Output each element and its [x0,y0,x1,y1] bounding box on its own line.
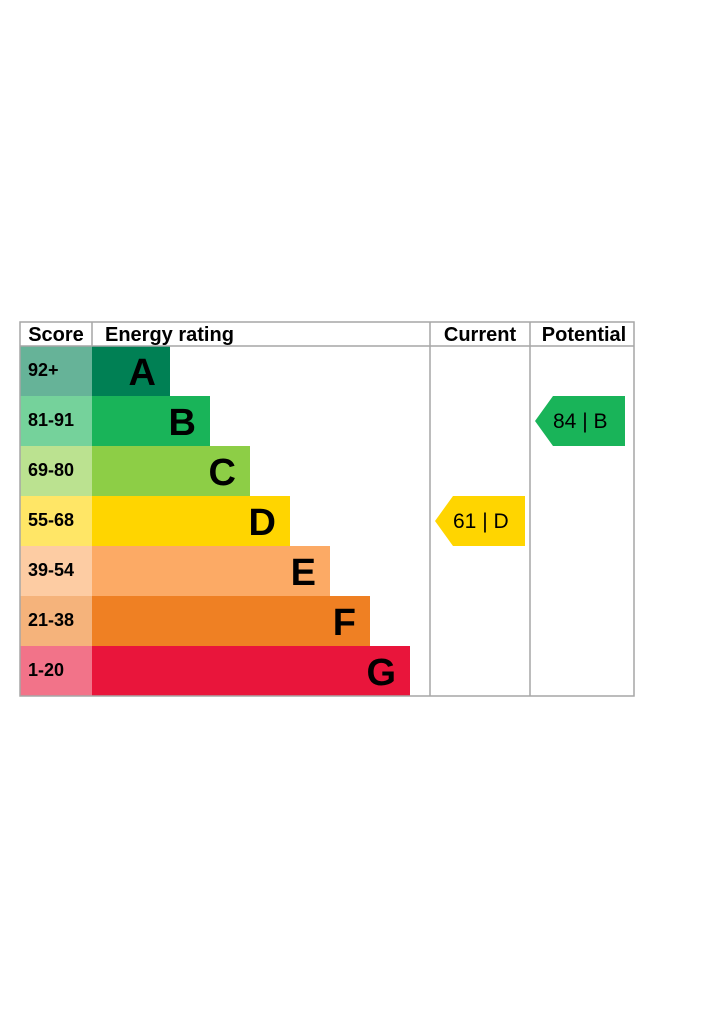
score-cell-c [20,446,92,496]
current-rating-arrow [435,496,525,546]
band-letter-g: G [366,652,396,694]
score-label-g: 1-20 [28,660,64,680]
band-letter-f: F [333,602,356,644]
score-cell-a [20,346,92,396]
current-header: Current [444,324,517,346]
potential-rating-value: 84 | B [553,410,608,433]
band-bar-b [92,396,210,446]
current-rating-value: 61 | D [453,510,509,533]
score-label-f: 21-38 [28,610,74,630]
band-letter-a: A [129,352,156,394]
energy-rating-header: Energy rating [105,324,234,346]
band-letter-e: E [291,552,316,594]
score-cell-b [20,396,92,446]
band-letter-c: C [209,452,236,494]
band-bar-e [92,546,330,596]
score-header: Score [28,324,84,346]
score-cell-f [20,596,92,646]
band-bar-a [92,346,170,396]
band-bar-d [92,496,290,546]
bands-layer: 92+ A 81-91 B 69-80 C 55-68 D 39-54 E 21-38 F 1-20 G [20,346,410,696]
score-cell-e [20,546,92,596]
band-bar-f [92,596,370,646]
score-label-d: 55-68 [28,510,74,530]
table-grid [19,321,635,697]
potential-header: Potential [542,324,626,346]
score-label-e: 39-54 [28,560,74,580]
table-border [19,321,635,697]
band-bar-g [92,646,410,696]
band-bar-c [92,446,250,496]
band-letter-d: D [249,502,276,544]
indicator-layer: 61 | D 84 | B [435,396,625,546]
score-cell-g [20,646,92,696]
score-label-c: 69-80 [28,460,74,480]
band-letter-b: B [169,402,196,444]
potential-rating-arrow [535,396,625,446]
score-label-a: 92+ [28,360,59,380]
score-label-b: 81-91 [28,410,74,430]
score-cell-d [20,496,92,546]
